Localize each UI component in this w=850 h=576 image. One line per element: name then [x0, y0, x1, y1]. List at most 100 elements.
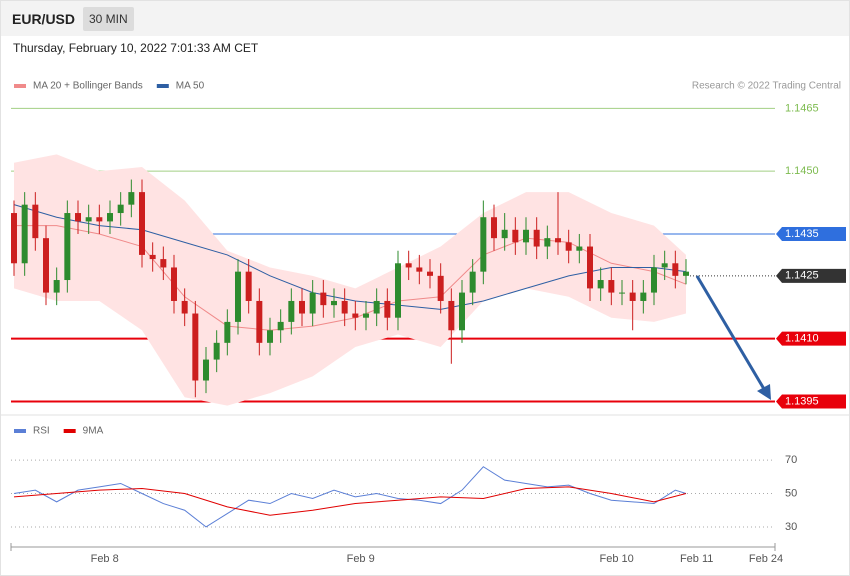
candle-body	[651, 267, 657, 293]
candle-body	[512, 229, 519, 243]
candle-body	[213, 342, 220, 360]
candle-body	[384, 300, 391, 318]
candle-body	[533, 229, 540, 247]
projection-arrow	[695, 275, 766, 390]
candle-body	[661, 263, 668, 268]
level-label: 1.1410	[785, 333, 819, 345]
candle-body	[576, 246, 583, 251]
level-label: 1.1395	[785, 395, 819, 407]
level-tag	[776, 331, 846, 346]
candle-body	[373, 300, 380, 314]
candle-body	[352, 313, 359, 318]
candle-body	[619, 292, 625, 294]
candle-body	[149, 254, 156, 260]
credit: Research © 2022 Trading Central	[692, 81, 841, 92]
candle-body	[416, 267, 423, 272]
candle-body	[480, 217, 487, 272]
timeframe[interactable]: 30 MIN	[83, 7, 134, 31]
candle-body	[395, 263, 401, 318]
rsi-line	[13, 466, 687, 528]
header: EUR/USD 30 MIN	[0, 0, 850, 36]
legend-label: MA 50	[176, 81, 205, 92]
x-tick-label: Feb 8	[91, 553, 119, 565]
candle-body	[75, 213, 81, 222]
candle-body	[64, 213, 71, 281]
level-label: 1.1450	[785, 165, 819, 177]
candle-body	[85, 217, 92, 222]
candle-body	[683, 271, 689, 276]
candle-body	[203, 359, 209, 381]
legend-label: 9MA	[83, 426, 104, 437]
candle-body	[299, 300, 305, 314]
candle-body	[11, 213, 17, 264]
y-tick-label: 30	[785, 521, 797, 533]
candle-body	[469, 271, 476, 293]
bollinger-band	[14, 154, 686, 406]
candle-body	[107, 213, 113, 222]
candle-body	[245, 271, 252, 301]
y-tick-label: 50	[785, 487, 797, 499]
x-tick-label: Feb 11	[680, 553, 713, 565]
y-tick-label: 70	[785, 454, 797, 466]
candle-body	[181, 300, 188, 314]
candle-body	[43, 238, 49, 293]
candle-body	[267, 330, 273, 343]
candle-body	[21, 204, 28, 264]
candle-body	[629, 292, 636, 301]
legend-label: RSI	[33, 426, 50, 437]
candle-body	[640, 292, 647, 301]
candle-body	[437, 275, 444, 301]
candle-body	[597, 280, 604, 289]
level-label: 1.1465	[785, 102, 819, 114]
legend-swatch	[14, 429, 26, 433]
candle-body	[53, 280, 60, 293]
x-tick-label: Feb 24	[749, 553, 783, 565]
candle-body	[160, 259, 167, 268]
candle-body	[501, 229, 508, 239]
candle-body	[235, 271, 241, 322]
candle-body	[256, 300, 263, 343]
candle-body	[448, 300, 455, 331]
candle-body	[587, 246, 593, 289]
candle-body	[128, 192, 135, 205]
x-tick-label: Feb 9	[347, 553, 375, 565]
candle-body	[341, 300, 348, 314]
level-tag	[776, 394, 846, 409]
candle-body	[427, 271, 433, 276]
candle-body	[672, 263, 679, 276]
candle-body	[117, 204, 124, 214]
candle-body	[139, 192, 145, 255]
candle-body	[277, 321, 284, 331]
candle-body	[405, 263, 412, 268]
candle-body	[459, 292, 465, 331]
candle-body	[544, 238, 551, 247]
legend-swatch	[14, 84, 26, 88]
x-tick-label: Feb 10	[600, 553, 634, 565]
candle-body	[320, 292, 327, 306]
candle-body	[32, 204, 39, 239]
candle-body	[523, 229, 529, 243]
candle-body	[565, 242, 572, 251]
candle-body	[491, 217, 497, 239]
level-label: 1.1435	[785, 228, 819, 240]
candle-body	[224, 321, 231, 343]
legend-swatch	[63, 429, 76, 433]
candle-body	[555, 238, 561, 243]
level-label: 1.1425	[785, 270, 819, 282]
candle-body	[309, 292, 316, 314]
rsi-line	[13, 486, 687, 516]
projection-arrowhead	[757, 384, 771, 400]
legend-label: MA 20 + Bollinger Bands	[33, 81, 143, 92]
level-tag	[776, 268, 846, 283]
legend-swatch	[156, 84, 169, 88]
candle-body	[363, 313, 369, 318]
symbol: EUR/USD	[12, 11, 76, 27]
candle-body	[192, 313, 199, 381]
level-tag	[776, 226, 846, 241]
candle-body	[96, 217, 103, 222]
candle-body	[171, 267, 177, 301]
candle-body	[331, 300, 337, 306]
candle-body	[608, 280, 615, 293]
